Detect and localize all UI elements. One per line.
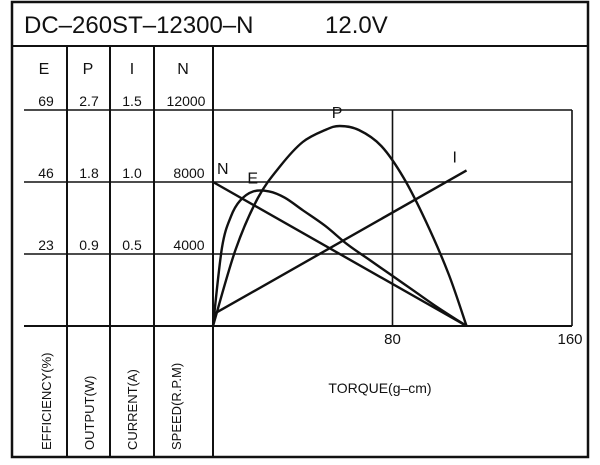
voltage-label: 12.0V [325, 12, 388, 39]
x-tick-80: 80 [384, 331, 401, 348]
scale-speed-12000: 12000 [167, 93, 206, 109]
series-label-I: I [453, 149, 457, 166]
series-label-N: N [217, 161, 229, 178]
scale-output-2.7: 2.7 [79, 93, 99, 109]
series-line-N [212, 180, 468, 328]
axis-name-efficiency: EFFICIENCY(%) [39, 353, 54, 451]
scale-efficiency-23: 23 [38, 237, 54, 253]
series-label-E: E [247, 170, 258, 187]
scale-row-23: 23 0.9 0.5 4000 [38, 237, 205, 253]
scale-output-0.9: 0.9 [79, 237, 99, 253]
axis-name-speed: SPEED(R.P.M) [169, 363, 184, 450]
scale-current-0.5: 0.5 [122, 237, 142, 253]
header-efficiency: E [39, 61, 50, 78]
scale-current-1.5: 1.5 [122, 93, 142, 109]
curve-labels-layer: N I P E [217, 105, 457, 187]
series-line-E [211, 189, 468, 328]
scale-row-69: 69 2.7 1.5 12000 [38, 93, 205, 109]
axis-name-output: OUTPUT(W) [82, 376, 97, 450]
x-tick-160: 160 [557, 331, 582, 348]
curves-layer [211, 124, 468, 328]
header-current: I [130, 61, 134, 78]
outer-frame [10, 0, 590, 459]
x-axis-label: TORQUE(g–cm) [328, 380, 431, 396]
series-line-P [211, 124, 468, 327]
scale-efficiency-69: 69 [38, 93, 54, 109]
header-output: P [83, 61, 94, 78]
series-label-P: P [332, 105, 343, 122]
scale-efficiency-46: 46 [38, 165, 54, 181]
chart-title: DC–260ST–12300–N [24, 12, 254, 39]
scale-row-46: 46 1.8 1.0 8000 [38, 165, 205, 181]
scale-speed-8000: 8000 [173, 165, 204, 181]
scale-current-1.0: 1.0 [122, 165, 142, 181]
series-line-I [212, 169, 468, 316]
scale-speed-4000: 4000 [173, 237, 204, 253]
axis-name-current: CURRENT(A) [125, 369, 140, 450]
header-speed: N [177, 61, 189, 78]
scale-output-1.8: 1.8 [79, 165, 99, 181]
